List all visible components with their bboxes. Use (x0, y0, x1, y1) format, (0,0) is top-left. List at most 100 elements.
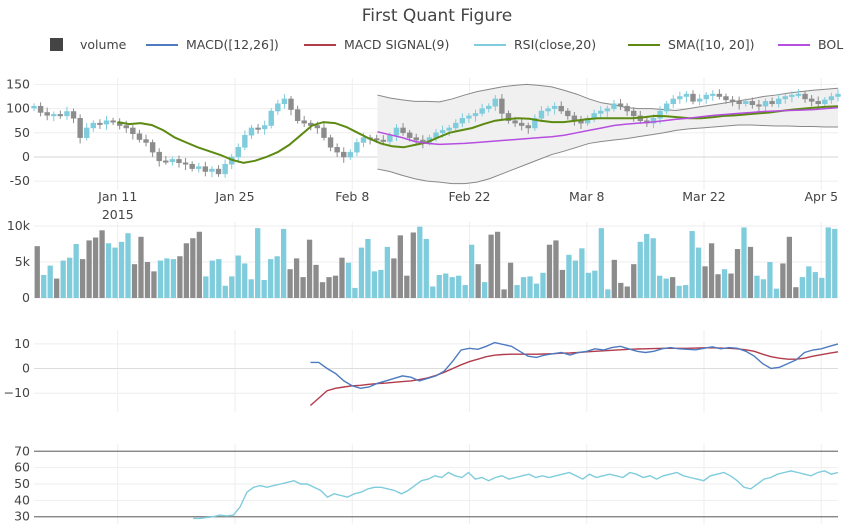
candlestick (782, 93, 788, 104)
candle-body (136, 133, 143, 140)
volume-bar (47, 265, 53, 298)
volume-bar (760, 279, 767, 298)
x-tick-label: Jan 25 (214, 189, 254, 204)
candle-body (459, 118, 466, 124)
volume-bar (773, 288, 780, 298)
candlestick (723, 93, 729, 104)
candlestick (321, 123, 327, 141)
candlestick (196, 162, 202, 173)
candlestick (631, 107, 637, 122)
candle-body (499, 98, 505, 114)
volume-bar (313, 264, 319, 298)
volume-bar (319, 282, 326, 298)
volume-bars (34, 226, 838, 298)
candlestick (499, 94, 505, 120)
candle-body (406, 132, 413, 138)
volume-bar (216, 259, 222, 298)
candlestick (255, 124, 261, 134)
volume-bar (644, 233, 650, 298)
chart-title: First Quant Figure (362, 6, 513, 26)
candle-body (400, 127, 406, 134)
candle-body (64, 111, 70, 117)
candle-body (453, 122, 459, 129)
volume-bar (404, 275, 410, 298)
candlestick (729, 96, 736, 107)
candle-body (261, 125, 268, 130)
candlestick (301, 115, 307, 127)
candlestick (327, 134, 334, 152)
candle-body (775, 98, 782, 105)
candlestick (189, 161, 195, 172)
volume-bar (229, 276, 235, 298)
candlestick (696, 94, 703, 106)
candle-body (663, 103, 670, 112)
candlestick (31, 103, 37, 112)
candlestick (472, 109, 479, 122)
candle-body (466, 115, 472, 119)
volume-bar (533, 283, 540, 298)
volume-bar (118, 241, 125, 298)
candle-body (97, 122, 103, 125)
candlestick (538, 106, 545, 123)
candle-body (677, 96, 683, 100)
candlestick (97, 119, 103, 129)
candle-body (769, 101, 775, 105)
price-tick-label: 0 (22, 149, 30, 164)
candle-body (657, 110, 663, 119)
rsi-tick-label: 30 (14, 509, 30, 524)
volume-bar (41, 274, 47, 298)
volume-bar (99, 230, 105, 298)
rsi-lines (193, 470, 839, 520)
candle-body (835, 93, 841, 97)
candle-body (57, 114, 64, 117)
macd-signal-line (309, 347, 839, 407)
candle-body (729, 99, 736, 102)
macd-tick-label: −10 (4, 385, 30, 400)
volume-bar (598, 228, 604, 298)
volume-bar (501, 289, 507, 298)
candle-body (749, 101, 756, 105)
candle-body (723, 96, 729, 101)
volume-bar (475, 264, 481, 298)
volume-bar (131, 264, 138, 298)
candlestick (182, 157, 189, 171)
candlestick (808, 95, 815, 107)
volume-bar (585, 272, 592, 298)
candle-body (512, 120, 518, 124)
volume-bar (209, 260, 215, 298)
volume-bar (462, 285, 468, 298)
volume-bar (559, 269, 566, 298)
candlestick (756, 99, 762, 112)
volume-bar (832, 228, 838, 298)
candlestick (762, 98, 769, 112)
candlestick (749, 97, 756, 109)
volume-bar (300, 277, 306, 298)
price-tick-label: -50 (10, 173, 30, 188)
candle-body (808, 98, 815, 102)
volume-bar (183, 243, 190, 298)
volume-bar (248, 279, 254, 298)
x-axis-ticks: Jan 11 Jan 25 Feb 8 Feb 22 Mar 8 Mar 22 Apr 5 2… (97, 189, 838, 222)
candlestick (459, 113, 466, 127)
volume-bar (786, 236, 793, 298)
volume-bar (780, 263, 786, 298)
candle-body (716, 93, 723, 97)
candlestick (143, 134, 149, 147)
candlestick (598, 106, 604, 119)
volume-bar (306, 239, 313, 298)
volume-bar (332, 275, 339, 298)
candle-body (103, 120, 110, 125)
candle-body (486, 105, 492, 109)
candlestick (84, 123, 90, 141)
volume-bar (410, 232, 416, 298)
candlestick (769, 97, 775, 107)
macd-y-ticks: 10 0 −10 (4, 336, 30, 400)
candlestick (835, 89, 841, 102)
candlestick (347, 149, 354, 160)
legend-square-icon (50, 38, 63, 51)
candlestick (611, 99, 617, 112)
candle-body (631, 110, 637, 117)
volume-panel: 0 5k 10k (7, 218, 838, 305)
volume-bar (702, 266, 708, 298)
